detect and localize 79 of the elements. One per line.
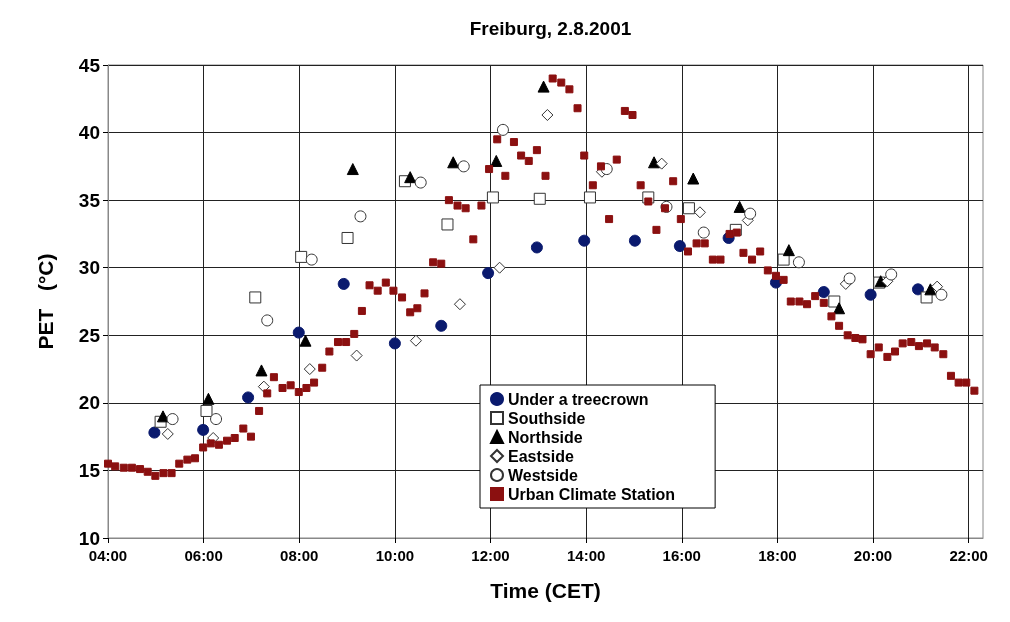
legend-label: Urban Climate Station [508, 485, 676, 503]
point [777, 253, 790, 266]
y-tick-label: 35 [78, 189, 101, 211]
point [782, 244, 795, 257]
point [166, 413, 179, 426]
point [530, 241, 543, 254]
point [496, 123, 509, 136]
point [578, 234, 591, 247]
y-tick-label: 45 [78, 54, 101, 76]
point [447, 156, 460, 169]
point [457, 160, 470, 173]
x-tick-label: 06:00 [184, 547, 223, 564]
x-tick-label: 20:00 [853, 547, 893, 564]
x-tick-label: 10:00 [375, 547, 415, 564]
point [295, 250, 308, 263]
y-axis-title: PET (°C) [34, 253, 57, 350]
y-tick-label: 25 [78, 324, 101, 346]
point [435, 319, 448, 332]
x-tick-label: 22:00 [949, 547, 988, 564]
point [537, 80, 550, 93]
legend-label: Westside [508, 466, 579, 484]
point [833, 302, 846, 315]
legend-label: Southside [508, 409, 586, 427]
point [533, 192, 546, 205]
point [242, 391, 255, 404]
point [733, 200, 746, 213]
chart-title: Freiburg, 2.8.2001 [469, 18, 632, 39]
point [482, 267, 495, 280]
x-tick-label: 16:00 [662, 547, 701, 564]
point [911, 283, 924, 296]
legend-label: Eastside [508, 447, 574, 465]
point [583, 191, 596, 204]
point [341, 231, 354, 244]
y-tick-label: 30 [78, 257, 100, 279]
point [346, 163, 359, 176]
point [197, 423, 210, 436]
point [404, 171, 417, 184]
y-tick-label: 15 [78, 459, 101, 481]
point [490, 154, 503, 167]
point [255, 364, 268, 377]
point [817, 286, 830, 299]
y-tick-label: 40 [78, 122, 100, 144]
point [687, 172, 700, 185]
point [486, 191, 499, 204]
point [744, 207, 757, 220]
point [924, 283, 937, 296]
point [292, 326, 305, 339]
point [792, 256, 805, 269]
point [354, 210, 367, 223]
x-tick-label: 14:00 [566, 547, 606, 564]
point [299, 334, 312, 347]
point [885, 268, 898, 281]
point [261, 314, 274, 327]
point [148, 426, 161, 439]
point [682, 202, 695, 215]
point [628, 234, 641, 247]
point [843, 272, 856, 285]
point [337, 277, 350, 290]
x-tick-label: 12:00 [471, 547, 510, 564]
point [388, 337, 401, 350]
legend-label: Under a treecrown [508, 390, 649, 408]
point [305, 253, 318, 266]
point [249, 291, 262, 304]
x-axis-title: Time (CET) [490, 579, 601, 602]
point [864, 288, 877, 301]
point [156, 410, 169, 423]
point [441, 218, 454, 231]
point [697, 226, 710, 239]
legend-label: Northside [508, 428, 583, 446]
x-tick-label: 08:00 [280, 547, 319, 564]
x-tick-label: 18:00 [758, 547, 797, 564]
y-tick-label: 10 [78, 527, 100, 549]
point [935, 288, 948, 301]
point [202, 392, 215, 405]
y-tick-label: 20 [78, 392, 100, 414]
x-tick-label: 04:00 [88, 547, 128, 564]
point [200, 404, 213, 417]
point [414, 176, 427, 189]
point [673, 240, 686, 253]
